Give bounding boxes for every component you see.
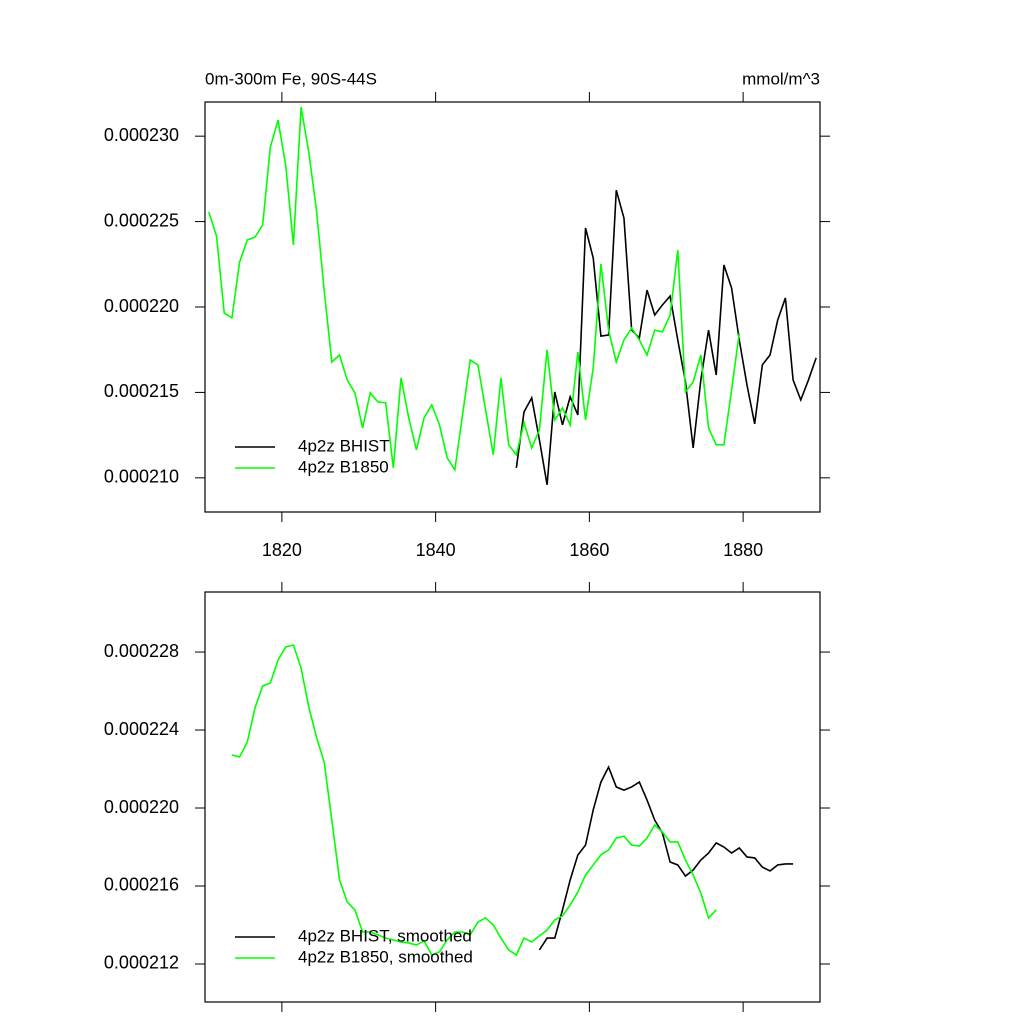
legend-label: 4p2z BHIST [298,436,390,455]
x-tick-label: 1820 [262,540,302,560]
legend-label: 4p2z B1850 [298,457,389,476]
y-tick-label: 0.000228 [104,641,179,661]
legend-label: 4p2z BHIST, smoothed [298,926,472,945]
units-label: mmol/m^3 [742,69,820,88]
y-tick-label: 0.000220 [104,296,179,316]
y-tick-label: 0.000210 [104,467,179,487]
x-tick-label: 1880 [723,540,763,560]
x-tick-label: 1860 [569,540,609,560]
y-tick-label: 0.000212 [104,953,179,973]
series-line [538,765,794,951]
y-tick-label: 0.000225 [104,210,179,230]
y-tick-label: 0.000230 [104,125,179,145]
chart-title: 0m-300m Fe, 90S-44S [205,69,377,88]
x-tick-label: 1840 [416,540,456,560]
y-tick-label: 0.000216 [104,875,179,895]
plot-frame [204,591,821,1003]
y-tick-label: 0.000224 [104,719,179,739]
series-line [208,106,741,473]
series-line [515,189,817,485]
y-tick-label: 0.000215 [104,381,179,401]
series-line [231,644,717,957]
legend-label: 4p2z B1850, smoothed [298,947,473,966]
y-tick-label: 0.000220 [104,797,179,817]
